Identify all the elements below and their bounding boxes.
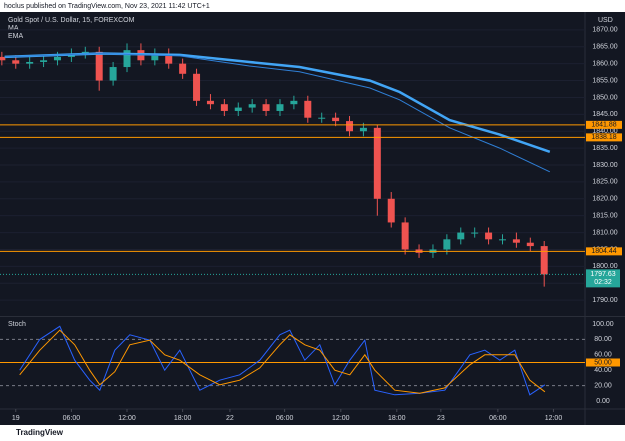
x-tick-label: 18:00 <box>174 415 192 422</box>
y-tick-label: 20.00 <box>594 382 612 389</box>
x-tick-label: 23 <box>437 415 445 422</box>
stoch-line <box>19 329 546 394</box>
y-tick-label: 60.00 <box>594 352 612 359</box>
y-tick-label: 1855.00 <box>592 77 617 84</box>
stoch-line <box>19 325 546 396</box>
candle-body <box>387 198 395 223</box>
candle-body <box>262 104 270 111</box>
header-text: hoclus published on TradingView.com, Nov… <box>4 3 210 10</box>
candle-body <box>26 61 34 64</box>
candle-body <box>151 53 159 61</box>
candle-body <box>346 121 354 132</box>
y-tick-label: 1845.00 <box>592 111 617 118</box>
y-tick-label: 1830.00 <box>592 162 617 169</box>
level-label: 50.00 <box>594 359 612 366</box>
y-tick-label: 1820.00 <box>592 196 617 203</box>
candle-body <box>234 107 242 111</box>
candle-body <box>485 232 493 240</box>
level-badge <box>586 120 622 129</box>
x-tick-label: 19 <box>12 415 20 422</box>
x-tick-label: 12:00 <box>545 415 563 422</box>
footer-bar <box>0 425 625 441</box>
candle-body <box>220 104 228 111</box>
candle-body <box>304 100 312 118</box>
candle-body <box>512 239 520 243</box>
level-label: 1838.18 <box>591 134 616 141</box>
candle-body <box>457 232 465 240</box>
y-axis-label: USD <box>598 17 613 24</box>
candle-body <box>498 239 506 241</box>
x-tick-label: 12:00 <box>332 415 350 422</box>
candle-body <box>123 50 131 68</box>
y-tick-label: 1815.00 <box>592 213 617 220</box>
level-badge <box>586 133 622 142</box>
candle-body <box>165 53 173 64</box>
y-tick-label: 1835.00 <box>592 145 617 152</box>
x-tick-label: 06:00 <box>489 415 507 422</box>
candle-body <box>81 51 89 54</box>
level-label: 1841.88 <box>591 122 616 129</box>
legend-ma: MA <box>8 25 19 32</box>
indicator-line <box>4 52 551 173</box>
footer-logo: TradingView <box>16 428 64 437</box>
candle-body <box>401 222 409 250</box>
y-tick-label: 1860.00 <box>592 61 617 68</box>
candle-body <box>40 60 48 62</box>
level-label: 1804.44 <box>591 248 616 255</box>
last-price-badge <box>586 269 620 288</box>
candle-body <box>471 232 479 234</box>
candle-body <box>526 242 534 247</box>
candle-body <box>443 239 451 250</box>
y-tick-label: 40.00 <box>594 367 612 374</box>
y-tick-label: 100.00 <box>592 321 614 328</box>
candle-body <box>373 127 381 199</box>
level-badge <box>586 247 622 256</box>
candle-body <box>359 127 367 132</box>
chart-title: Gold Spot / U.S. Dollar, 15, FOREXCOM <box>8 17 135 24</box>
x-tick-label: 22 <box>226 415 234 422</box>
y-tick-label: 1840.00 <box>592 128 617 135</box>
y-tick-label: 1870.00 <box>592 27 617 34</box>
candle-body <box>290 100 298 105</box>
candle-body <box>332 117 340 122</box>
y-tick-label: 1850.00 <box>592 94 617 101</box>
countdown-label: 02:32 <box>594 279 612 286</box>
y-tick-label: 1865.00 <box>592 44 617 51</box>
y-tick-label: 1790.00 <box>592 297 617 304</box>
candle-body <box>109 67 117 81</box>
candle-body <box>318 117 326 119</box>
candle-body <box>95 51 103 81</box>
candle-body <box>540 246 548 275</box>
last-price-label: 1797.63 <box>590 271 615 278</box>
candle-body <box>206 100 214 105</box>
y-tick-label: 1810.00 <box>592 229 617 236</box>
candle-body <box>0 56 6 61</box>
candle-body <box>248 104 256 108</box>
y-tick-label: 0.00 <box>596 398 610 405</box>
x-tick-label: 06:00 <box>63 415 81 422</box>
y-tick-label: 80.00 <box>594 336 612 343</box>
candle-body <box>193 73 201 101</box>
level-badge <box>586 358 620 367</box>
candle-body <box>179 63 187 74</box>
legend-ema: EMA <box>8 33 24 40</box>
candle-body <box>276 104 284 111</box>
candle-body <box>53 56 61 61</box>
y-tick-label: 1825.00 <box>592 179 617 186</box>
x-tick-label: 06:00 <box>276 415 294 422</box>
header-bar <box>0 0 625 12</box>
x-tick-label: 12:00 <box>118 415 136 422</box>
y-tick-label: 1800.00 <box>592 263 617 270</box>
candle-body <box>12 60 20 64</box>
x-tick-label: 18:00 <box>388 415 406 422</box>
chart-background <box>0 12 625 425</box>
stoch-title: Stoch <box>8 321 26 328</box>
